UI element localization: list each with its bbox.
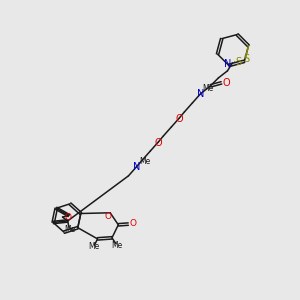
Text: O: O (105, 212, 112, 221)
Text: Me: Me (64, 225, 75, 234)
Text: O: O (64, 213, 71, 222)
Text: Me: Me (202, 84, 213, 93)
Text: N: N (224, 59, 232, 70)
Text: N: N (133, 162, 140, 172)
Text: O: O (223, 78, 230, 88)
Text: O: O (176, 114, 183, 124)
Text: Me: Me (139, 158, 150, 166)
Text: O: O (154, 138, 162, 148)
Text: S: S (243, 54, 250, 64)
Text: O: O (130, 219, 137, 228)
Text: ·S: ·S (233, 57, 242, 67)
Text: N: N (197, 89, 204, 99)
Text: Me: Me (111, 241, 123, 250)
Text: Me: Me (88, 242, 99, 251)
